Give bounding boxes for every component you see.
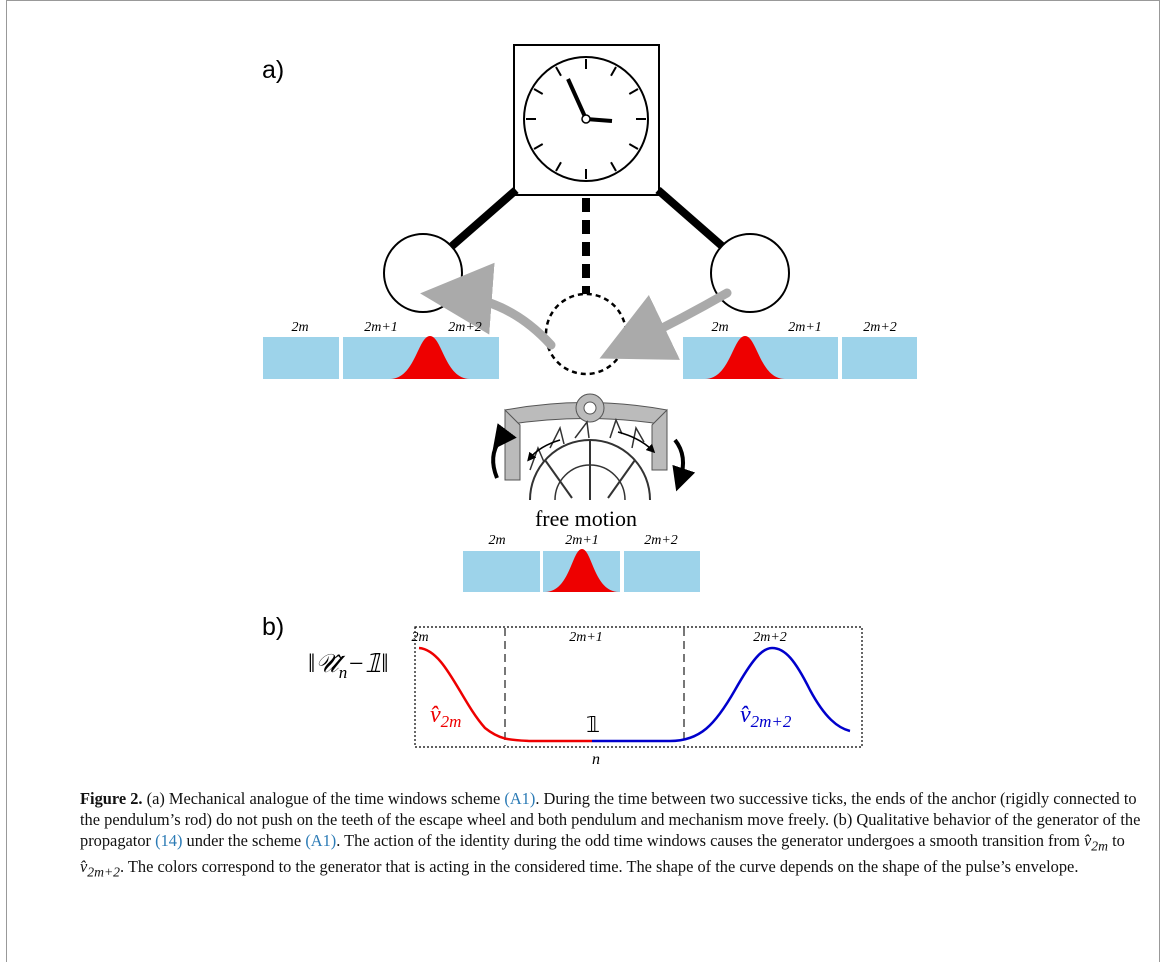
- panel-label: a): [262, 56, 284, 84]
- clock-tick: [555, 66, 562, 77]
- window-label: 2m: [291, 320, 308, 335]
- window-label: 2m+1: [788, 320, 822, 335]
- y-axis-label: ‖𝒰̂n−𝟙‖: [308, 649, 389, 682]
- curve-label-sub: 2m: [441, 712, 462, 731]
- swing-arrow: [420, 262, 556, 350]
- pendulum-rod: [449, 186, 519, 250]
- math-sub: 2m+2: [87, 864, 121, 880]
- x-axis-label: n: [592, 751, 600, 768]
- clock-tick: [628, 88, 639, 95]
- caption: Figure 2. (a) Mechanical analogue of the…: [80, 788, 1150, 883]
- curve-label-sub: 2m+2: [751, 712, 792, 731]
- clock-tick: [533, 143, 544, 150]
- window: [263, 337, 339, 379]
- window-label: 2m+2: [644, 533, 678, 548]
- bob: [383, 233, 463, 313]
- panel-label: b): [262, 613, 284, 641]
- plot-frame: [414, 626, 863, 748]
- caption-text: under the scheme: [182, 831, 306, 850]
- window-label: 2m+2: [753, 630, 787, 645]
- pulse: [545, 549, 619, 592]
- caption-text: . During the time between two successive…: [80, 789, 1141, 850]
- y-label-sub: n: [339, 663, 348, 682]
- math: v̂: [80, 857, 88, 877]
- pulse: [390, 336, 470, 379]
- bob: [544, 292, 628, 376]
- math: v̂: [1084, 831, 1092, 850]
- figure: a) 2m 2m+1 2m+2 2m 2m+1 2m+2: [262, 44, 917, 768]
- curve-label-main: v̂: [430, 702, 441, 728]
- window-label: 2m+1: [565, 533, 599, 548]
- generator-curve: [592, 646, 851, 743]
- equation-link[interactable]: (A1): [504, 789, 536, 808]
- identity-label: 𝟙: [586, 712, 600, 737]
- pulse: [705, 336, 785, 379]
- clock-ticks: [526, 59, 646, 179]
- free-motion-label: free motion: [535, 506, 637, 531]
- caption-label: Figure 2.: [80, 789, 143, 808]
- generator-curve: [418, 646, 592, 743]
- curve-label: v̂2m: [430, 702, 461, 731]
- window-label: 2m: [488, 533, 505, 548]
- pendulum-rod: [655, 186, 725, 250]
- equation-link[interactable]: (14): [155, 831, 183, 850]
- window: [842, 337, 917, 379]
- clock-tick: [610, 66, 617, 77]
- clock-tick: [533, 88, 544, 95]
- caption-text: to: [1107, 831, 1125, 850]
- window-label: 2m+1: [569, 630, 603, 645]
- curve-label: v̂2m+2: [740, 702, 792, 731]
- caption-text: . The colors correspond to the generator…: [120, 857, 1079, 877]
- figure-frame: [6, 0, 1160, 962]
- clock-tick: [555, 161, 562, 172]
- window-label: 2m+2: [863, 320, 897, 335]
- window-label: 2m: [411, 630, 428, 645]
- clock-tick: [610, 161, 617, 172]
- window-label: 2m+1: [364, 320, 398, 335]
- escapement: [491, 393, 696, 501]
- caption-text: . The action of the identity during the …: [336, 831, 1084, 850]
- window-label: 2m+2: [448, 320, 482, 335]
- window: [624, 551, 700, 592]
- caption-text: (a) Mechanical analogue of the time wind…: [142, 789, 505, 808]
- minute-hand: [566, 78, 588, 120]
- equation-link[interactable]: (A1): [305, 831, 337, 850]
- math-sub: 2m: [1091, 838, 1108, 854]
- window: [463, 551, 540, 592]
- curve-label-main: v̂: [740, 702, 751, 728]
- clock-tick: [628, 143, 639, 150]
- swing-arrow: [599, 288, 732, 360]
- y-label-rest: −𝟙‖: [347, 649, 388, 678]
- clock-pivot: [581, 114, 591, 124]
- window-label: 2m: [711, 320, 728, 335]
